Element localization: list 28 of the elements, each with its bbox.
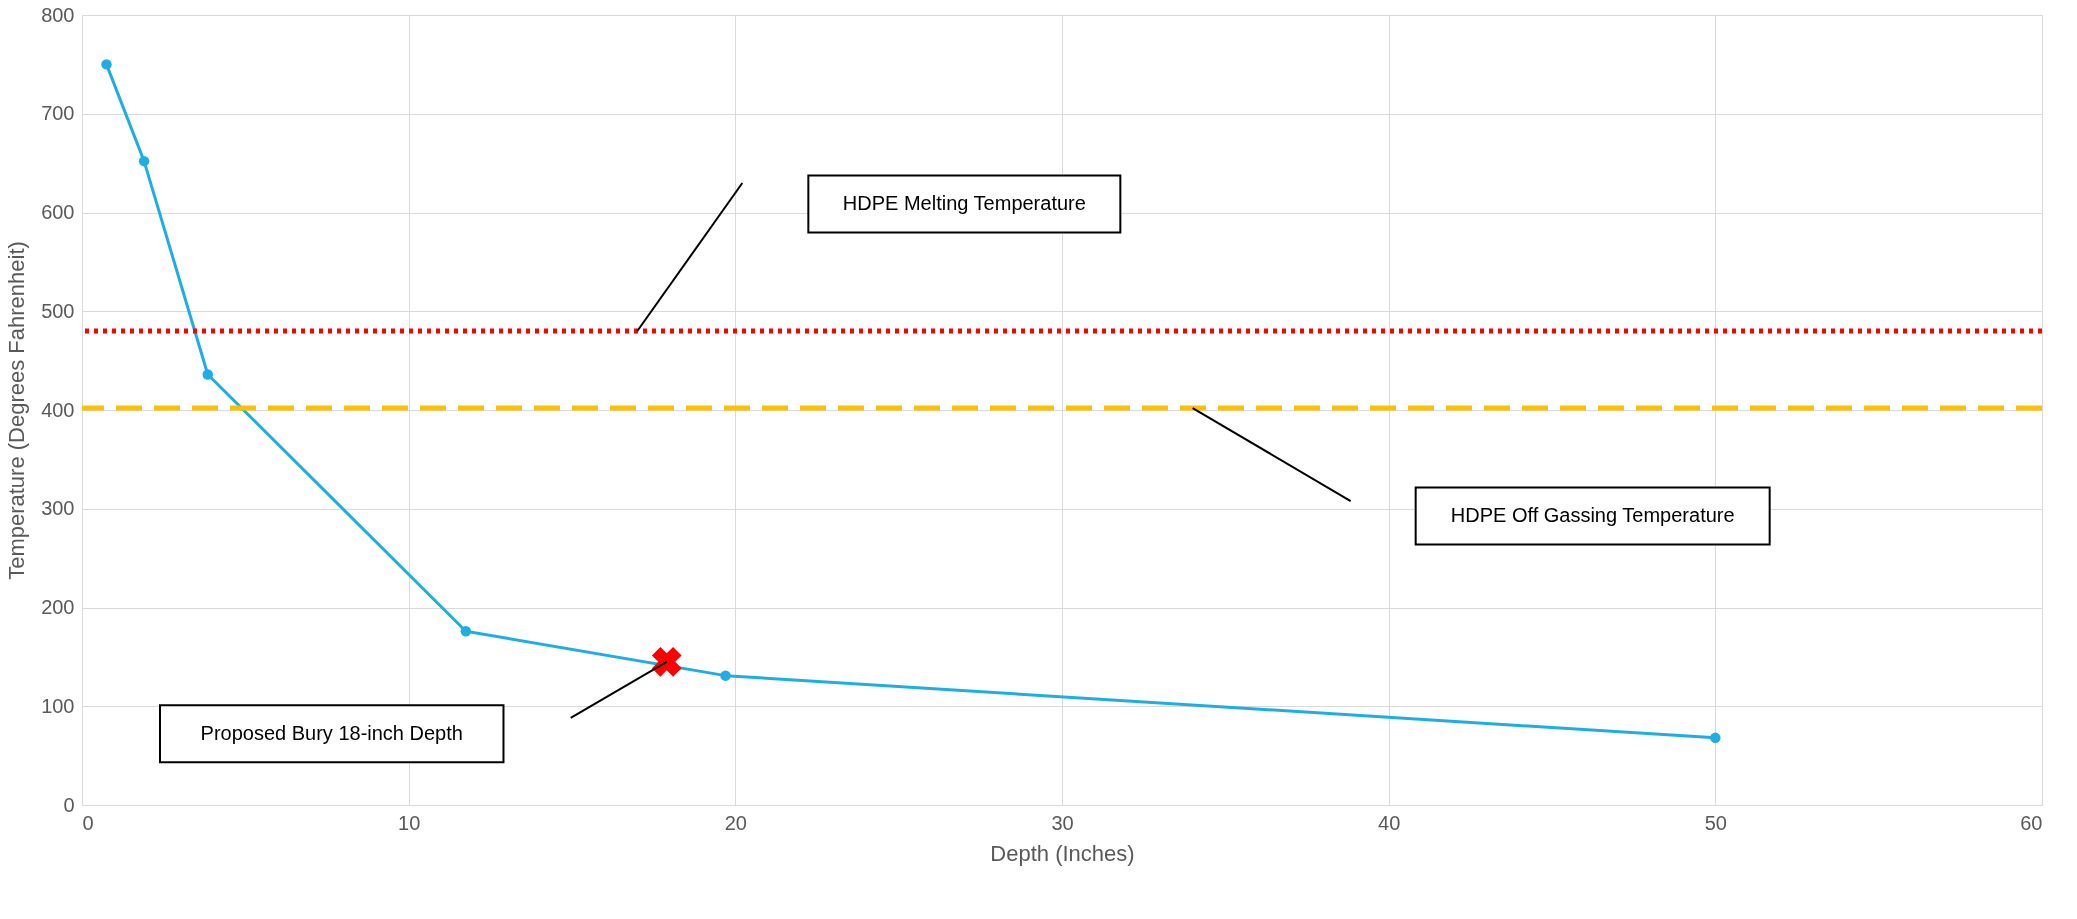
- x-tick-label: 0: [82, 811, 94, 834]
- y-tick-label: 300: [41, 497, 75, 520]
- y-tick-label: 600: [41, 201, 75, 223]
- point: [460, 625, 472, 637]
- y-axis-title: Temperature (Degrees Fahrenheit): [4, 241, 30, 580]
- y-tick-label: 400: [41, 398, 75, 421]
- y-tick-label: 200: [41, 596, 75, 618]
- point: [1710, 732, 1721, 744]
- x-tick-label: 60: [2020, 811, 2043, 834]
- x-tick-label: 10: [398, 811, 421, 834]
- annotation: HDPE Melting Temperature: [842, 192, 1086, 214]
- y-tick-label: 0: [63, 793, 75, 816]
- annotation: HDPE Off Gassing Temperature: [1450, 504, 1735, 527]
- annotation: Proposed Bury 18-inch Depth: [200, 721, 463, 744]
- point: [651, 646, 682, 677]
- point: [138, 155, 150, 167]
- x-tick-label: 30: [1051, 811, 1074, 834]
- x-tick-label: 40: [1378, 811, 1401, 834]
- y-tick-label: 100: [41, 694, 75, 717]
- point: [101, 59, 112, 70]
- point: [720, 670, 731, 681]
- y-tick-label: 700: [41, 102, 75, 125]
- y-tick-label: 500: [41, 299, 75, 322]
- x-axis-title: Depth (Inches): [990, 840, 1135, 866]
- x-tick-label: 50: [1704, 811, 1727, 834]
- x-tick-label: 20: [724, 811, 747, 834]
- y-tick-label: 800: [41, 3, 75, 26]
- point: [202, 369, 214, 380]
